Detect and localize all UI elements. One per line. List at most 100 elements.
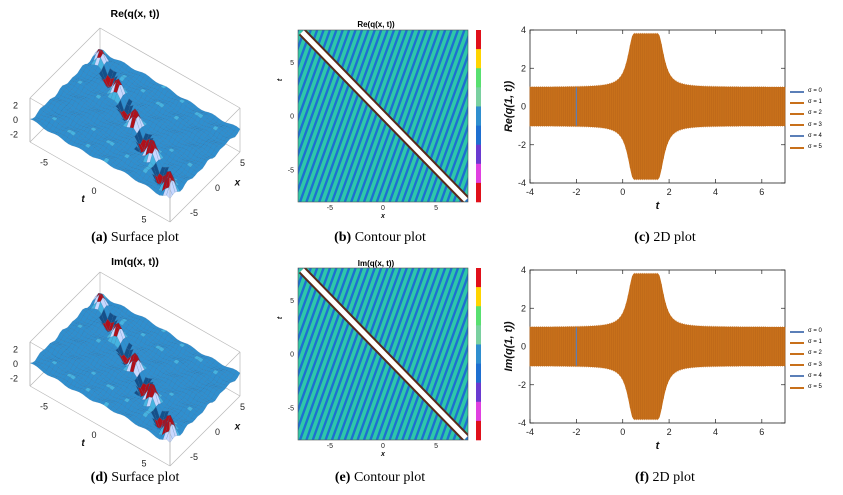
box-edge	[169, 395, 241, 467]
z-tick-label: 0	[13, 359, 18, 369]
legend-item: σ = 4	[790, 371, 822, 382]
contour-band	[375, 268, 440, 440]
plot-title: Im(q(x, t))	[111, 256, 159, 268]
legend-label: σ = 5	[808, 143, 822, 150]
legend-label: σ = 0	[808, 328, 822, 334]
legend-swatch	[790, 146, 804, 149]
box-edge	[29, 271, 101, 343]
colorbar-segment	[476, 382, 481, 403]
caption-text: 2D plot	[652, 470, 695, 485]
contour-band	[401, 268, 466, 440]
z-tick-label: 0	[13, 115, 18, 125]
colorbar-segment	[476, 363, 481, 383]
x-tick-label: 0	[620, 187, 625, 197]
colorbar-segment	[476, 325, 481, 345]
caption-text: Surface plot	[110, 230, 179, 245]
colorbar-segment	[476, 49, 481, 69]
contour-band	[452, 396, 468, 440]
y-tick-label: -2	[518, 380, 526, 390]
legend-item: σ = 4	[790, 131, 822, 142]
contour-band	[298, 30, 364, 202]
caption-text: Contour plot	[353, 470, 426, 485]
t-tick-label: 5	[141, 215, 146, 225]
contour-band	[414, 289, 468, 440]
colorbar-segment	[476, 125, 481, 145]
line-plot-f: -4 -2 0 2 4 6 4 2 0 -2 -4 t Im(q(1, t))	[503, 265, 786, 452]
legend-label: σ = 5	[808, 383, 822, 390]
contour-band	[298, 268, 351, 414]
contour-band	[305, 268, 370, 440]
surface-plot-d: 2 0 -2 -5 0 5 t 5 0 -5 x	[10, 271, 245, 469]
caption-text: Contour plot	[354, 230, 426, 245]
legend-label: σ = 2	[808, 350, 822, 357]
contour-band	[446, 140, 468, 202]
caption-label: (b)	[334, 230, 352, 245]
surface-plot-a: 2 0 -2 -5 0 5 t 5 0 -5 x	[10, 27, 245, 225]
y-tick-label: -5	[288, 167, 294, 174]
colorbar	[476, 268, 481, 441]
panel-e-contour: Im(q(x, t)) -5 0 5 x 5 0 -5 t (e) Contour plot	[270, 248, 490, 495]
legend-item: σ = 0	[790, 86, 822, 97]
x-tick-label: -2	[572, 427, 580, 437]
colorbar-segment	[476, 182, 481, 203]
caption-b: (b) Contour plot	[300, 230, 460, 246]
x-tick-label: -4	[526, 187, 534, 197]
x-tick-label: 6	[759, 427, 764, 437]
x-tick-label: 5	[434, 205, 438, 212]
x-tick-label: 5	[434, 443, 438, 450]
y-tick-label: -2	[518, 140, 526, 150]
y-tick-label: 0	[290, 114, 294, 121]
ridge-white	[300, 268, 468, 440]
t-tick-label: -5	[40, 401, 48, 411]
z-tick-label: -2	[10, 130, 18, 140]
contour-band	[298, 30, 332, 123]
contour-band	[298, 268, 364, 440]
contour-band	[394, 30, 460, 202]
contour-band	[270, 268, 272, 440]
contour-band	[298, 268, 325, 343]
contour-band	[388, 30, 453, 202]
y-axis-label: Re(q(1, t))	[503, 81, 515, 133]
x-tick-label: 0	[215, 427, 220, 437]
contour-band	[298, 268, 312, 308]
contour-band	[439, 123, 468, 202]
y-tick-label: -4	[518, 178, 526, 188]
legend-label: σ = 0	[808, 88, 822, 94]
legend-label: σ = 2	[808, 110, 822, 117]
contour-band	[388, 268, 453, 440]
t-axis-label: t	[81, 438, 85, 449]
x-axis-label: x	[380, 213, 386, 220]
legend-swatch	[790, 330, 804, 333]
plot-frame	[297, 29, 469, 203]
legend-swatch	[790, 135, 804, 138]
x-axis-label: t	[656, 200, 661, 212]
legend-label: σ = 3	[808, 121, 822, 128]
colorbar-segment	[476, 306, 481, 326]
caption-label: (f)	[635, 470, 650, 485]
contour-band	[318, 268, 383, 440]
caption-a: (a) Surface plot	[60, 230, 210, 246]
legend-swatch	[790, 124, 804, 127]
caption-text: Surface plot	[111, 470, 180, 485]
contour-band	[324, 268, 389, 440]
contour-band	[270, 268, 285, 440]
z-tick-label: -2	[10, 374, 18, 384]
contour-bands	[298, 30, 490, 202]
colorbar	[476, 30, 481, 203]
t-tick-label: 0	[91, 186, 96, 196]
x-tick-label: 0	[620, 427, 625, 437]
x-tick-label: 5	[240, 158, 245, 168]
colorbar-segment	[476, 344, 481, 364]
caption-e: (e) Contour plot	[300, 470, 460, 486]
contour-band	[298, 268, 319, 325]
contour-band	[473, 30, 490, 202]
y-tick-label: -4	[518, 418, 526, 428]
contour-band	[414, 51, 468, 202]
caption-f: (f) 2D plot	[590, 470, 740, 486]
colorbar-segment	[476, 68, 481, 88]
y-tick-label: 0	[521, 342, 526, 352]
contour-band	[311, 268, 376, 440]
line-plot-c: -4 -2 0 2 4 6 4 2 0 -2 -4 t Re(q(1, t))	[503, 25, 786, 212]
contour-band	[298, 30, 325, 105]
